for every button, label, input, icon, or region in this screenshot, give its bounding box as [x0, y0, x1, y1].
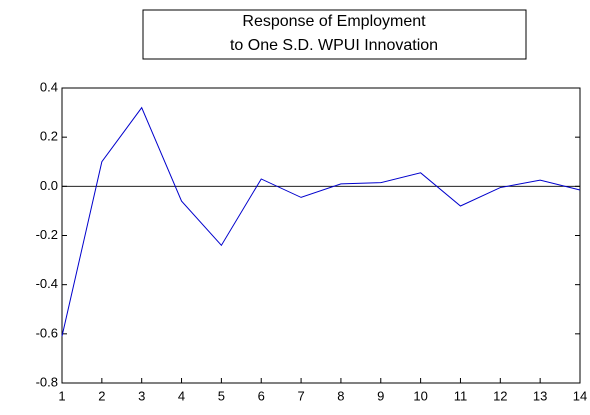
- y-tick-label: 0.0: [40, 178, 58, 193]
- x-tick-label: 8: [337, 388, 344, 403]
- chart-title: Response of Employment: [242, 13, 426, 30]
- x-tick-label: 12: [493, 388, 507, 403]
- x-tick-label: 4: [178, 388, 185, 403]
- x-tick-label: 3: [138, 388, 145, 403]
- y-tick-label: -0.2: [36, 227, 58, 242]
- y-tick-label: 0.2: [40, 129, 58, 144]
- x-tick-label: 9: [377, 388, 384, 403]
- x-tick-label: 1: [58, 388, 65, 403]
- x-tick-label: 7: [297, 388, 304, 403]
- x-tick-label: 2: [98, 388, 105, 403]
- x-tick-label: 14: [573, 388, 587, 403]
- y-tick-label: -0.8: [36, 374, 58, 389]
- x-tick-label: 5: [218, 388, 225, 403]
- chart-title: to One S.D. WPUI Innovation: [230, 37, 438, 54]
- plot-frame: [61, 87, 581, 384]
- y-tick-label: -0.4: [36, 276, 58, 291]
- x-tick-label: 11: [454, 388, 468, 403]
- line-series: [61, 106, 581, 337]
- y-tick-label: -0.6: [36, 325, 58, 340]
- x-tick-label: 13: [533, 388, 547, 403]
- y-tick-label: 0.4: [40, 79, 58, 94]
- x-tick-label: 10: [413, 388, 427, 403]
- title-box: [142, 9, 527, 60]
- x-tick-label: 6: [258, 388, 265, 403]
